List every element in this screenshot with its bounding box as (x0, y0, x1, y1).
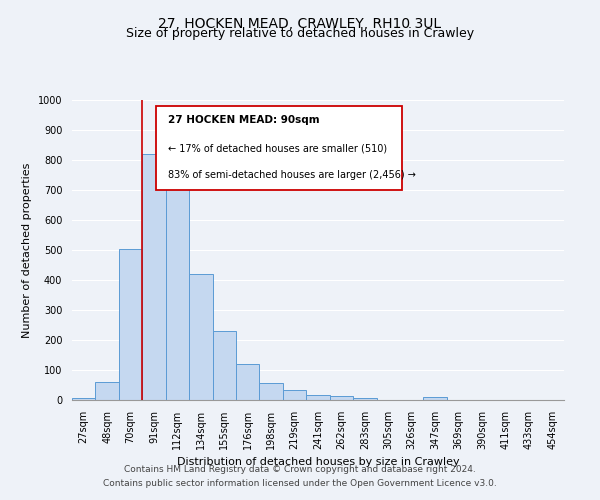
Text: ← 17% of detached houses are smaller (510): ← 17% of detached houses are smaller (51… (168, 144, 387, 154)
Y-axis label: Number of detached properties: Number of detached properties (22, 162, 32, 338)
Bar (330, 396, 353, 400)
Text: Size of property relative to detached houses in Crawley: Size of property relative to detached ho… (126, 28, 474, 40)
Bar (306, 394, 330, 400)
X-axis label: Distribution of detached houses by size in Crawley: Distribution of detached houses by size … (176, 458, 460, 468)
Bar (166, 187, 189, 400)
Bar (72, 398, 95, 400)
Bar (142, 154, 166, 400)
Text: 27 HOCKEN MEAD: 90sqm: 27 HOCKEN MEAD: 90sqm (168, 115, 320, 125)
Bar (95, 382, 119, 400)
Bar (424, 397, 447, 400)
Text: 83% of semi-detached houses are larger (2,456) →: 83% of semi-detached houses are larger (… (168, 170, 416, 180)
Bar (119, 248, 142, 400)
Text: Contains HM Land Registry data © Crown copyright and database right 2024.
Contai: Contains HM Land Registry data © Crown c… (103, 466, 497, 487)
Bar (189, 274, 212, 400)
Bar (236, 364, 259, 400)
Bar (212, 331, 236, 400)
Bar (259, 383, 283, 400)
FancyBboxPatch shape (155, 106, 401, 190)
Bar (283, 390, 306, 400)
Bar (353, 398, 377, 400)
Text: 27, HOCKEN MEAD, CRAWLEY, RH10 3UL: 27, HOCKEN MEAD, CRAWLEY, RH10 3UL (158, 18, 442, 32)
